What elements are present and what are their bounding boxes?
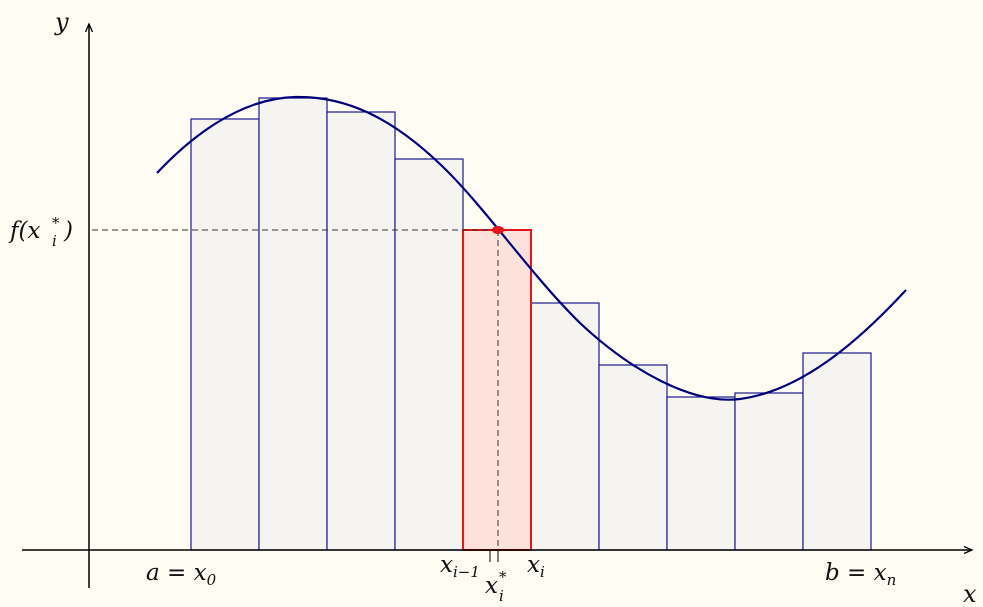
xi-star-label: x [485, 573, 498, 599]
xi-minus-1-sub: i−1 [453, 563, 480, 581]
xi-minus-1-main: x [440, 552, 453, 578]
xi-minus-1-label: xi−1 [440, 552, 480, 581]
sample-point [492, 226, 504, 234]
riemann-rect-9 [734, 392, 804, 551]
xi-sub: i [540, 563, 545, 581]
riemann-rect-4 [394, 158, 464, 551]
a-label-sub: 0 [207, 571, 217, 589]
xi-star-main: x [485, 573, 498, 599]
riemann-rect-8 [666, 396, 736, 551]
riemann-rect-1 [190, 118, 260, 551]
riemann-rect-2 [258, 97, 328, 551]
f-value-label-close: ) [63, 218, 73, 244]
xi-star-sup: * [499, 568, 507, 586]
b-label-main: b = x [825, 560, 887, 586]
b-label: b = xn [825, 560, 896, 589]
riemann-rectangles [190, 97, 872, 551]
f-value-sup: * [52, 214, 60, 232]
riemann-rect-10 [802, 352, 872, 551]
xi-label: xi [527, 552, 545, 581]
b-label-sub: n [887, 571, 897, 589]
a-label-main: a = x [146, 560, 207, 586]
riemann-rect-7 [598, 364, 668, 551]
riemann-rect-6 [530, 302, 600, 551]
y-axis-label: y [54, 8, 69, 36]
a-label: a = x0 [146, 560, 217, 589]
highlighted-rect [462, 229, 532, 551]
riemann-rect-3 [326, 111, 396, 551]
xi-main: x [527, 552, 540, 578]
f-value-sub: i [52, 232, 57, 250]
function-curve [156, 95, 907, 401]
xi-star-sub: i [499, 587, 504, 605]
f-value-label-main: f(x [8, 218, 40, 244]
x-axis-label: x [963, 580, 977, 607]
